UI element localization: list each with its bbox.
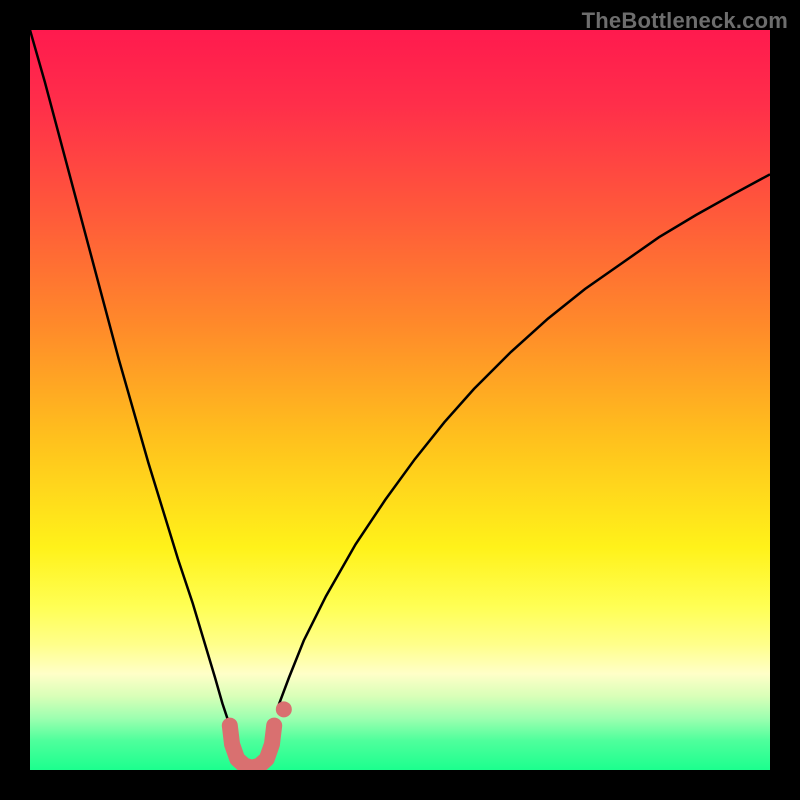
chart-frame: TheBottleneck.com [0, 0, 800, 800]
valley-dot-marker [276, 701, 292, 717]
watermark-text: TheBottleneck.com [582, 8, 788, 34]
plot-area [30, 30, 770, 770]
plot-svg [30, 30, 770, 770]
gradient-background [30, 30, 770, 770]
